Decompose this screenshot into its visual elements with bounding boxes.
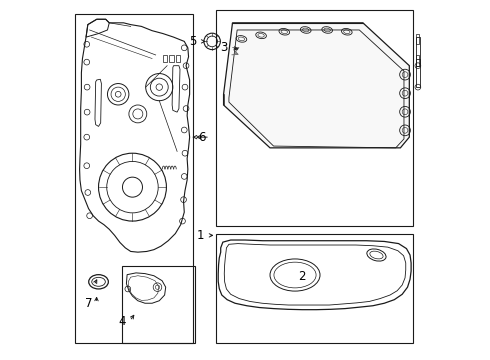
Bar <box>416 37 420 66</box>
Text: 1: 1 <box>196 229 204 242</box>
Text: 3: 3 <box>220 41 227 54</box>
Text: 5: 5 <box>190 35 197 48</box>
Bar <box>416 59 420 87</box>
Polygon shape <box>223 23 409 148</box>
Bar <box>416 33 419 44</box>
Text: 6: 6 <box>198 131 206 144</box>
Bar <box>163 55 167 62</box>
Text: 7: 7 <box>85 297 92 310</box>
Bar <box>176 55 180 62</box>
Bar <box>75 14 193 342</box>
Bar <box>217 234 413 342</box>
Bar <box>217 10 413 226</box>
Text: 2: 2 <box>298 270 306 283</box>
Bar <box>416 55 419 66</box>
Bar <box>169 55 173 62</box>
Text: 4: 4 <box>118 315 125 328</box>
Bar <box>122 266 195 342</box>
